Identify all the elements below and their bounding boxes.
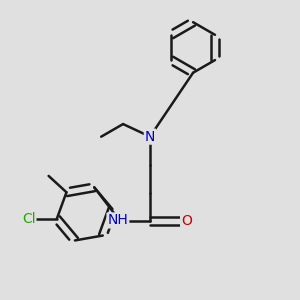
Text: NH: NH <box>107 213 128 227</box>
Text: N: N <box>145 130 155 144</box>
Text: O: O <box>181 214 192 228</box>
Text: Cl: Cl <box>22 212 35 226</box>
